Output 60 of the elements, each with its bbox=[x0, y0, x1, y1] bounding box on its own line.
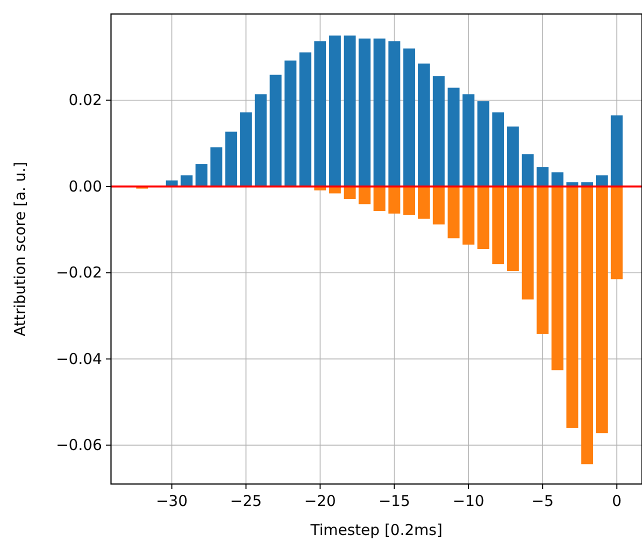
bar bbox=[492, 112, 504, 186]
x-tick-label: −25 bbox=[230, 492, 262, 510]
y-tick-label: 0.02 bbox=[68, 91, 102, 110]
bar bbox=[329, 36, 341, 186]
bar bbox=[374, 186, 386, 212]
bar bbox=[358, 38, 371, 186]
bar bbox=[196, 164, 208, 186]
bar bbox=[492, 186, 504, 264]
y-tick-label: −0.06 bbox=[56, 436, 102, 454]
bar bbox=[299, 52, 312, 186]
x-axis-title: Timestep [0.2ms] bbox=[310, 521, 442, 539]
y-tick-label: −0.04 bbox=[56, 350, 102, 368]
bar bbox=[403, 186, 416, 215]
bar bbox=[566, 186, 578, 428]
y-tick-label: −0.02 bbox=[56, 264, 102, 282]
bar bbox=[270, 74, 282, 186]
bar bbox=[448, 88, 460, 186]
bar bbox=[210, 147, 222, 186]
bar bbox=[477, 101, 490, 186]
x-tick-label: −15 bbox=[378, 492, 410, 510]
bar bbox=[225, 132, 238, 186]
bar bbox=[403, 48, 416, 186]
bar bbox=[180, 175, 193, 186]
bar bbox=[596, 175, 608, 186]
bar bbox=[432, 76, 445, 186]
bar bbox=[507, 186, 519, 271]
bar bbox=[374, 38, 386, 186]
bar bbox=[536, 186, 549, 334]
bar bbox=[432, 186, 445, 224]
x-tick-label: 0 bbox=[612, 492, 622, 510]
x-tick-label: −5 bbox=[532, 492, 554, 510]
bar bbox=[254, 94, 267, 186]
bar bbox=[610, 186, 623, 280]
x-tick-label: −30 bbox=[156, 492, 188, 510]
x-tick-label: −10 bbox=[452, 492, 484, 510]
bar bbox=[448, 186, 460, 238]
bar bbox=[522, 186, 534, 300]
bar bbox=[596, 186, 608, 434]
y-tick-label: 0.00 bbox=[68, 177, 102, 196]
bar bbox=[240, 112, 252, 186]
bar bbox=[418, 64, 430, 186]
bar bbox=[388, 41, 400, 186]
bar bbox=[552, 172, 564, 186]
bar bbox=[610, 115, 623, 186]
bar bbox=[358, 186, 371, 204]
bar bbox=[462, 186, 474, 245]
bar bbox=[507, 126, 519, 186]
bar bbox=[462, 94, 474, 186]
bar bbox=[581, 186, 594, 464]
bar bbox=[522, 154, 534, 186]
bar bbox=[477, 186, 490, 249]
bar bbox=[536, 167, 549, 186]
y-axis-title: Attribution score [a. u.] bbox=[11, 162, 29, 336]
bar bbox=[344, 36, 356, 186]
bar bbox=[418, 186, 430, 219]
bar bbox=[552, 186, 564, 370]
bar bbox=[314, 41, 326, 186]
x-tick-label: −20 bbox=[304, 492, 336, 510]
bar bbox=[284, 60, 296, 186]
bar bbox=[388, 186, 400, 214]
